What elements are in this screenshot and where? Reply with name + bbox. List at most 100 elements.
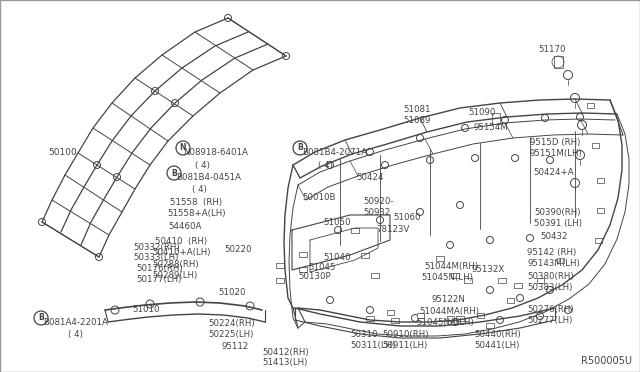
- Text: 50441(LH): 50441(LH): [474, 341, 520, 350]
- Text: 50440(RH): 50440(RH): [474, 330, 520, 339]
- Bar: [456, 315, 464, 321]
- Text: 50911(LH): 50911(LH): [382, 341, 428, 350]
- Text: 50277(LH): 50277(LH): [527, 316, 572, 325]
- Bar: [536, 278, 543, 282]
- Text: 50010B: 50010B: [302, 193, 335, 202]
- Bar: [366, 315, 374, 321]
- Bar: [586, 103, 593, 108]
- Bar: [506, 298, 513, 302]
- Text: 50910(RH): 50910(RH): [382, 330, 429, 339]
- Bar: [595, 237, 602, 243]
- Text: 51045: 51045: [308, 263, 335, 272]
- Bar: [591, 142, 598, 148]
- Text: ( 4): ( 4): [195, 161, 210, 170]
- Text: 50220: 50220: [224, 245, 252, 254]
- Text: N: N: [180, 144, 186, 153]
- Text: 51044M(RH): 51044M(RH): [424, 262, 478, 271]
- Bar: [464, 278, 472, 282]
- Text: 50288(RH): 50288(RH): [152, 260, 198, 269]
- Bar: [436, 256, 444, 260]
- Text: 50391 (LH): 50391 (LH): [534, 219, 582, 228]
- Text: 50424: 50424: [356, 173, 383, 182]
- Text: 50932: 50932: [363, 208, 390, 217]
- Text: 50310: 50310: [350, 330, 378, 339]
- Text: 51020: 51020: [218, 288, 246, 297]
- Text: 51090: 51090: [468, 108, 495, 117]
- Bar: [451, 273, 459, 278]
- Bar: [391, 317, 399, 323]
- Bar: [514, 282, 522, 288]
- Text: 50412(RH): 50412(RH): [262, 348, 308, 357]
- Text: 51089: 51089: [403, 116, 430, 125]
- Text: 50100: 50100: [48, 148, 77, 157]
- Bar: [361, 253, 369, 257]
- Text: 51050: 51050: [323, 218, 351, 227]
- Text: ( 4): ( 4): [192, 185, 207, 194]
- Bar: [417, 312, 424, 317]
- Text: B: B: [297, 144, 303, 153]
- Text: 51558  (RH): 51558 (RH): [170, 198, 222, 207]
- Bar: [492, 112, 500, 124]
- Bar: [276, 278, 284, 282]
- Bar: [596, 208, 604, 212]
- Text: 78123V: 78123V: [376, 225, 410, 234]
- Text: 51045N(LH): 51045N(LH): [421, 273, 473, 282]
- Text: 95132X: 95132X: [472, 265, 505, 274]
- Text: 50177(LH): 50177(LH): [136, 275, 181, 284]
- Text: R500005U: R500005U: [581, 356, 632, 366]
- Bar: [447, 315, 454, 321]
- Text: N08918-6401A: N08918-6401A: [183, 148, 248, 157]
- Bar: [554, 56, 563, 68]
- Text: 50332(RH): 50332(RH): [133, 243, 180, 252]
- Text: 51060: 51060: [393, 213, 420, 222]
- Text: 95142 (RH): 95142 (RH): [527, 248, 576, 257]
- Text: 50176(RH): 50176(RH): [136, 264, 182, 273]
- Text: 50333(LH): 50333(LH): [133, 253, 179, 262]
- Text: 51413(LH): 51413(LH): [262, 358, 307, 367]
- Bar: [299, 266, 307, 272]
- Bar: [486, 323, 494, 327]
- Text: 50410  (RH): 50410 (RH): [155, 237, 207, 246]
- Text: 50383(LH): 50383(LH): [527, 283, 572, 292]
- Bar: [276, 263, 284, 267]
- Bar: [498, 278, 506, 282]
- Text: B081A4-2201A: B081A4-2201A: [43, 318, 108, 327]
- Text: 50311(LH): 50311(LH): [350, 341, 396, 350]
- Bar: [477, 312, 483, 317]
- Bar: [557, 257, 563, 263]
- Text: 50225(LH): 50225(LH): [208, 330, 253, 339]
- Text: 54460A: 54460A: [168, 222, 202, 231]
- Text: ( 4): ( 4): [318, 161, 333, 170]
- Text: 50380(RH): 50380(RH): [527, 272, 573, 281]
- Bar: [299, 251, 307, 257]
- Text: B081B4-2071A: B081B4-2071A: [302, 148, 367, 157]
- Bar: [371, 273, 379, 278]
- Text: 50289(LH): 50289(LH): [152, 271, 197, 280]
- Text: 95122N: 95122N: [432, 295, 466, 304]
- Text: 9515D (RH): 9515D (RH): [530, 138, 580, 147]
- Text: 51010: 51010: [132, 305, 159, 314]
- Bar: [596, 177, 604, 183]
- Text: 51040: 51040: [323, 253, 351, 262]
- Text: B: B: [171, 169, 177, 177]
- Text: 50432: 50432: [540, 232, 568, 241]
- Text: B081B4-0451A: B081B4-0451A: [176, 173, 241, 182]
- Text: ( 4): ( 4): [68, 330, 83, 339]
- Text: 50424+A: 50424+A: [533, 168, 573, 177]
- Text: 51045NA(LH): 51045NA(LH): [416, 318, 474, 327]
- Text: 50130P: 50130P: [298, 272, 331, 281]
- Text: 51170: 51170: [538, 45, 566, 54]
- Text: 51044MA(RH): 51044MA(RH): [419, 307, 479, 316]
- Text: 50390(RH): 50390(RH): [534, 208, 580, 217]
- Text: 95143M(LH): 95143M(LH): [527, 259, 580, 268]
- Text: 51081: 51081: [403, 105, 431, 114]
- Text: 95154M: 95154M: [474, 123, 509, 132]
- Text: 95112: 95112: [222, 342, 250, 351]
- Text: 50276(RH): 50276(RH): [527, 305, 573, 314]
- Text: 51558+A(LH): 51558+A(LH): [167, 209, 225, 218]
- Text: 50224(RH): 50224(RH): [208, 319, 255, 328]
- Bar: [387, 310, 394, 314]
- Bar: [351, 228, 359, 232]
- Text: B: B: [38, 314, 44, 323]
- Text: 95151M(LH): 95151M(LH): [530, 149, 583, 158]
